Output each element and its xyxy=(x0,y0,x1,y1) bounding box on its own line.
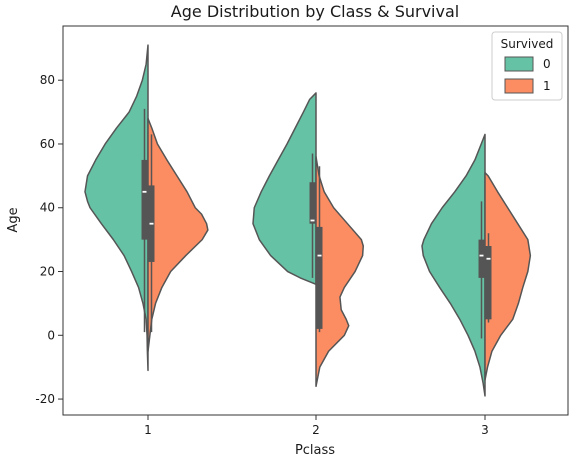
y-tick-label: 60 xyxy=(40,137,55,151)
violin-half-left xyxy=(421,133,486,397)
iqr-box xyxy=(316,226,323,329)
y-tick-label: 80 xyxy=(40,73,55,87)
violin-half-right xyxy=(147,117,209,352)
y-axis-label: Age xyxy=(6,207,21,232)
legend-entries: 01 xyxy=(504,56,551,94)
legend-title: Survived xyxy=(501,37,554,51)
boxes-layer xyxy=(141,108,492,339)
violin-half-left xyxy=(252,92,317,286)
x-axis-ticks: 1 2 3 xyxy=(144,415,489,437)
iqr-box xyxy=(141,159,148,240)
iqr-box xyxy=(478,239,485,278)
x-tick-label: 3 xyxy=(481,423,489,437)
chart-title: Age Distribution by Class & Survival xyxy=(171,2,459,21)
violin-half-right xyxy=(484,171,532,381)
violin-half-left xyxy=(84,44,149,372)
legend-swatch xyxy=(504,56,534,72)
y-tick-label: 20 xyxy=(40,265,55,279)
legend: Survived 01 xyxy=(491,31,563,101)
y-tick-label: 0 xyxy=(47,328,55,342)
iqr-box xyxy=(485,246,492,320)
legend-entry-label: 1 xyxy=(543,79,551,93)
y-axis-ticks: -20 0 20 40 60 80 xyxy=(35,73,63,406)
y-tick-label: 40 xyxy=(40,201,55,215)
legend-swatch xyxy=(504,78,534,94)
violins-layer xyxy=(84,44,532,397)
y-tick-label: -20 xyxy=(35,392,55,406)
x-tick-label: 2 xyxy=(312,423,320,437)
x-axis-label: Pclass xyxy=(295,443,335,458)
legend-entry-label: 0 xyxy=(543,57,551,71)
iqr-box xyxy=(309,182,316,224)
violin-half-right xyxy=(315,155,364,388)
x-tick-label: 1 xyxy=(144,423,152,437)
